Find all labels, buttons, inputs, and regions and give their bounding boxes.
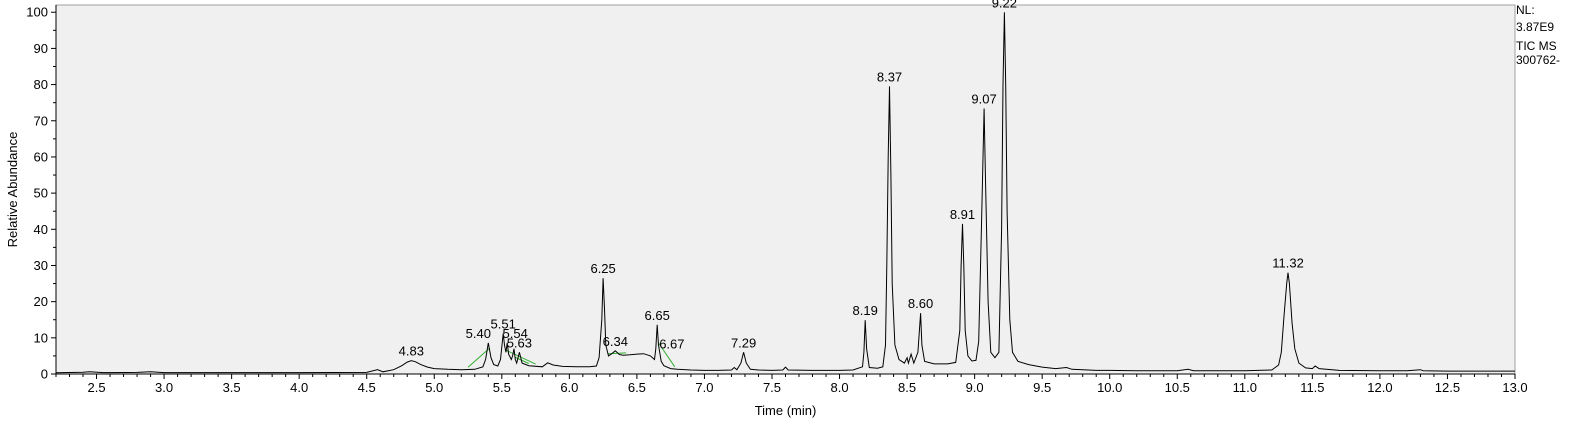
x-tick-label: 6.5 <box>628 380 646 395</box>
peak-label: 6.25 <box>590 261 615 276</box>
y-tick-label: 20 <box>34 294 48 309</box>
x-tick-label: 4.5 <box>358 380 376 395</box>
y-tick-label: 100 <box>26 5 48 20</box>
y-tick-label: 10 <box>34 330 48 345</box>
x-tick-label: 11.0 <box>1233 380 1257 395</box>
peak-label: 8.91 <box>950 207 975 222</box>
y-tick-label: 50 <box>34 186 48 201</box>
peak-label: 4.83 <box>399 344 424 359</box>
x-tick-label: 9.5 <box>1033 380 1051 395</box>
baseline-segment <box>467 347 490 368</box>
peak-label: 11.32 <box>1272 256 1304 271</box>
peak-label: 8.37 <box>877 69 902 84</box>
peak-label: 8.19 <box>853 303 878 318</box>
peak-label: 6.34 <box>603 334 628 349</box>
peak-label: 5.40 <box>466 326 491 341</box>
peak-label: 7.29 <box>731 335 756 350</box>
y-tick-label: 0 <box>41 367 48 382</box>
integration-baselines <box>467 342 676 368</box>
x-tick-label: 5.5 <box>493 380 511 395</box>
peak-labels: 4.83 5.405.515.545.63 6.25 6.34 6.65 6.67 7.29… <box>399 0 1304 359</box>
x-tick-label: 8.0 <box>830 380 848 395</box>
x-tick-label: 2.5 <box>87 380 105 395</box>
scan-filter: TIC MS <box>1516 39 1557 53</box>
y-axis-title: Relative Abundance <box>5 132 20 248</box>
x-tick-label: 13.0 <box>1502 380 1527 395</box>
y-tick-label: 80 <box>34 77 48 92</box>
plot-area <box>55 4 1516 375</box>
nl-label: NL: <box>1516 3 1535 17</box>
x-tick-label: 10.0 <box>1097 380 1122 395</box>
x-tick-label: 4.0 <box>290 380 308 395</box>
peak-label: 5.51 <box>491 316 516 331</box>
peak-label: 6.65 <box>645 308 670 323</box>
x-tick-label: 9.0 <box>966 380 984 395</box>
file-name: 300762- <box>1516 53 1561 67</box>
x-tick-label: 7.5 <box>763 380 781 395</box>
x-tick-label: 3.0 <box>155 380 173 395</box>
peak-label: 8.60 <box>908 296 933 311</box>
x-tick-label: 7.0 <box>695 380 713 395</box>
peak-label: 9.22 <box>992 0 1017 10</box>
axes: 2.5 3.0 3.5 4.0 4.5 5.0 5.5 6.0 6.5 7.0 7.5 8.0 8.5 9… <box>26 5 1527 395</box>
nl-value: 3.87E9 <box>1516 20 1555 34</box>
peak-label: 9.07 <box>971 91 996 106</box>
x-tick-label: 8.5 <box>898 380 916 395</box>
y-tick-label: 30 <box>34 258 48 273</box>
y-tick-label: 60 <box>34 149 48 164</box>
x-tick-label: 3.5 <box>223 380 241 395</box>
y-tick-label: 70 <box>34 113 48 128</box>
y-tick-label: 40 <box>34 222 48 237</box>
peak-label: 5.54 <box>503 326 528 341</box>
x-axis-title: Time (min) <box>755 403 817 418</box>
peak-label: 5.63 <box>507 335 532 350</box>
peak-label: 6.67 <box>659 336 684 351</box>
x-tick-label: 11.5 <box>1300 380 1324 395</box>
x-tick-label: 10.5 <box>1165 380 1190 395</box>
baseline-segment <box>658 342 676 368</box>
x-tick-label: 12.5 <box>1435 380 1460 395</box>
x-tick-label: 6.0 <box>560 380 578 395</box>
y-tick-label: 90 <box>34 41 48 56</box>
x-tick-label: 12.0 <box>1367 380 1392 395</box>
x-tick-label: 5.0 <box>425 380 443 395</box>
tic-trace <box>55 12 1515 374</box>
